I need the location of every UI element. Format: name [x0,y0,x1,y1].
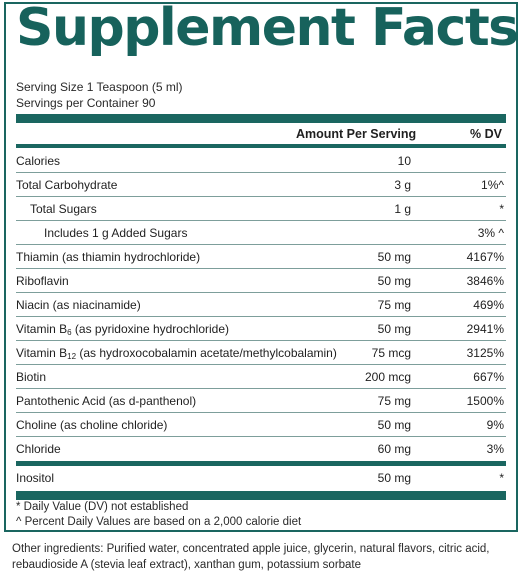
amount-per-serving-header: Amount Per Serving [296,127,417,141]
nutrient-label: Biotin [16,370,47,384]
other-ingredients: Other ingredients: Purified water, conce… [12,543,490,571]
nutrient-amount: 50 mg [377,418,411,432]
nutrient-dv: 1500% [466,394,504,408]
medium-rule [16,144,506,148]
nutrient-label: Inositol [16,471,55,485]
nutrient-row-calories: Calories 10 [16,149,506,173]
supplement-facts-panel: Supplement Facts Serving Size 1 Teaspoon… [4,0,519,532]
nutrient-row-biotin: Biotin 200 mcg 667% [16,365,506,389]
nutrient-dv: 3846% [466,274,504,288]
nutrient-amount: 10 [397,154,411,168]
nutrient-row-inositol: Inositol 50 mg * [16,466,506,490]
label-subscript: 12 [67,352,77,361]
nutrient-amount: 75 mg [377,394,411,408]
label-prefix: Vitamin B [16,346,68,360]
footnote-percent-basis: ^ Percent Daily Values are based on a 2,… [16,516,302,528]
nutrient-label: Thiamin (as thiamin hydrochloride) [16,250,201,264]
nutrient-dv: * [499,471,504,485]
nutrient-dv: 3125% [466,346,504,360]
nutrient-amount: 1 g [394,202,411,216]
nutrient-dv: 469% [473,298,504,312]
nutrient-dv: * [499,202,504,216]
nutrient-row-vitamin-b12: Vitamin B12 (as hydroxocobalamin acetate… [16,341,506,365]
nutrient-dv: 3% [486,442,504,456]
separator-rule [16,461,506,466]
nutrient-row-chloride: Chloride 60 mg 3% [16,437,506,461]
dv-header: % DV [470,127,502,141]
nutrient-label: Total Sugars [30,202,97,216]
thick-rule-top [16,114,506,123]
nutrient-amount: 50 mg [377,322,411,336]
nutrient-label: Total Carbohydrate [16,178,118,192]
nutrient-row-thiamin: Thiamin (as thiamin hydrochloride) 50 mg… [16,245,506,269]
nutrient-amount: 50 mg [377,471,411,485]
nutrient-row-added-sugars: Includes 1 g Added Sugars 3% ^ [16,221,506,245]
nutrient-amount: 75 mg [377,298,411,312]
thick-rule-bottom [16,491,506,500]
serving-size: Serving Size 1 Teaspoon (5 ml) [16,80,183,94]
nutrient-label: Vitamin B6 (as pyridoxine hydrochloride) [16,321,229,337]
nutrient-dv: 667% [473,370,504,384]
nutrient-label: Niacin (as niacinamide) [16,298,141,312]
nutrient-label: Pantothenic Acid (as d-panthenol) [16,394,197,408]
nutrient-label: Chloride [16,442,61,456]
nutrient-amount: 3 g [394,178,411,192]
nutrient-row-total-sugars: Total Sugars 1 g * [16,197,506,221]
nutrient-dv: 4167% [466,250,504,264]
label-subscript: 6 [67,328,72,337]
nutrient-label: Choline (as choline chloride) [16,418,168,432]
servings-per-container: Servings per Container 90 [16,96,156,110]
nutrient-amount: 75 mcg [371,346,411,360]
nutrient-dv: 9% [486,418,504,432]
nutrient-label: Calories [16,154,61,168]
panel-title: Supplement Facts [16,0,519,58]
nutrient-amount: 50 mg [377,250,411,264]
nutrient-row-riboflavin: Riboflavin 50 mg 3846% [16,269,506,293]
label-suffix: (as hydroxocobalamin acetate/methylcobal… [76,346,337,360]
label-prefix: Vitamin B [16,322,68,336]
nutrient-amount: 60 mg [377,442,411,456]
nutrient-dv: 1%^ [481,178,504,192]
nutrient-dv: 2941% [466,322,504,336]
nutrient-label: Riboflavin [16,274,69,288]
nutrient-row-niacin: Niacin (as niacinamide) 75 mg 469% [16,293,506,317]
nutrient-dv: 3% ^ [477,226,504,240]
nutrient-amount: 200 mcg [364,370,411,384]
nutrient-label: Includes 1 g Added Sugars [44,226,188,240]
nutrient-row-choline: Choline (as choline chloride) 50 mg 9% [16,413,506,437]
nutrient-amount: 50 mg [377,274,411,288]
footnote-dv-not-established: * Daily Value (DV) not established [16,501,189,513]
nutrient-row-vitamin-b6: Vitamin B6 (as pyridoxine hydrochloride)… [16,317,506,341]
nutrient-row-pantothenic-acid: Pantothenic Acid (as d-panthenol) 75 mg … [16,389,506,413]
nutrient-row-total-carbohydrate: Total Carbohydrate 3 g 1%^ [16,173,506,197]
nutrient-label: Vitamin B12 (as hydroxocobalamin acetate… [16,345,337,361]
label-suffix: (as pyridoxine hydrochloride) [71,322,229,336]
